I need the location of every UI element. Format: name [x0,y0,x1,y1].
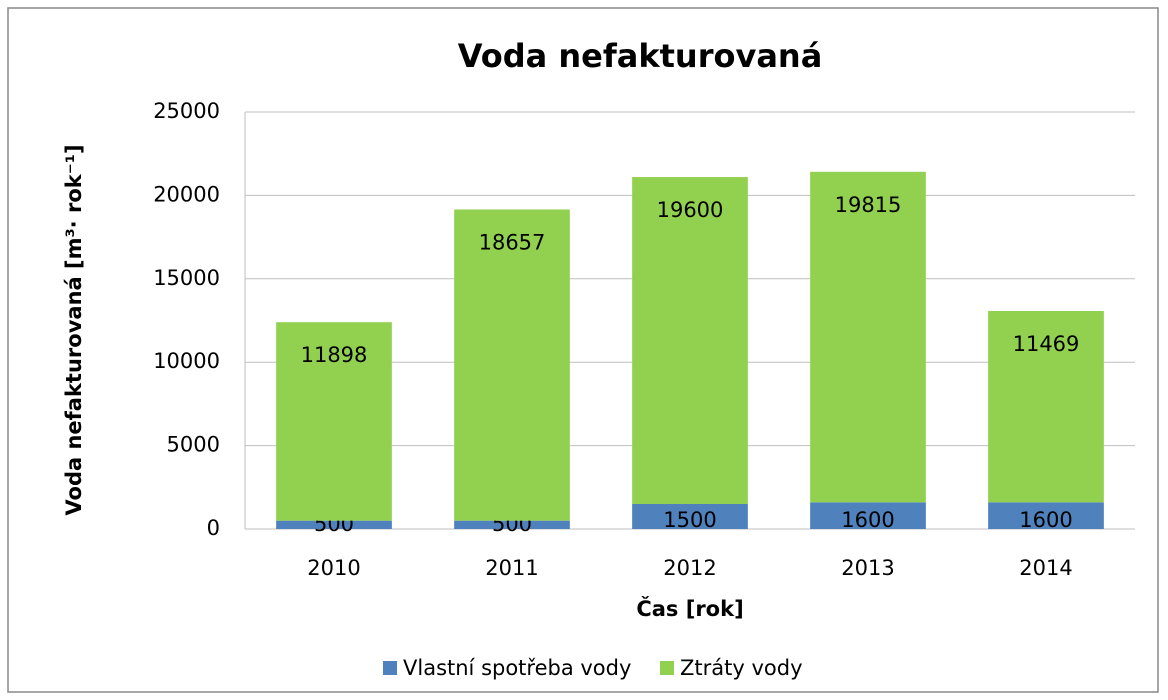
y-tick-label: 25000 [153,99,220,123]
bar-segment [276,322,392,521]
bar-segment [276,520,392,529]
bar-segment [988,502,1104,529]
x-tick-label: 2012 [663,556,716,580]
legend-swatch [383,661,397,675]
bar-segment [454,520,570,529]
data-label: 1500 [663,508,716,532]
y-tick-label: 10000 [153,349,220,373]
bar-segment [454,209,570,521]
x-tick-label: 2014 [1019,556,1072,580]
bar-segment [632,503,748,529]
bar-segment [632,177,748,504]
y-tick-label: 5000 [167,433,220,457]
y-tick-label: 15000 [153,266,220,290]
x-axis-title: Čas [rok] [636,596,743,621]
y-tick-label: 20000 [153,182,220,206]
legend-swatch [660,661,674,675]
data-label: 19815 [835,193,902,217]
bar-segment [810,171,926,503]
legend-label: Vlastní spotřeba vody [403,656,631,680]
legend-label: Ztráty vody [680,656,803,680]
data-label: 18657 [479,230,546,254]
y-tick-label: 0 [207,516,220,540]
bar-segment [988,311,1104,503]
data-label: 1600 [1019,508,1072,532]
chart-title: Voda nefakturovaná [458,37,823,75]
x-tick-label: 2011 [485,556,538,580]
x-tick-label: 2010 [307,556,360,580]
data-label: 11469 [1013,332,1080,356]
chart-frame [7,7,1159,693]
data-label: 11898 [301,343,368,367]
x-tick-label: 2013 [841,556,894,580]
data-label: 19600 [657,198,724,222]
bar-segment [810,502,926,529]
y-axis-title: Voda nefakturovaná [m³· rok⁻¹] [62,144,86,515]
data-label: 1600 [841,508,894,532]
